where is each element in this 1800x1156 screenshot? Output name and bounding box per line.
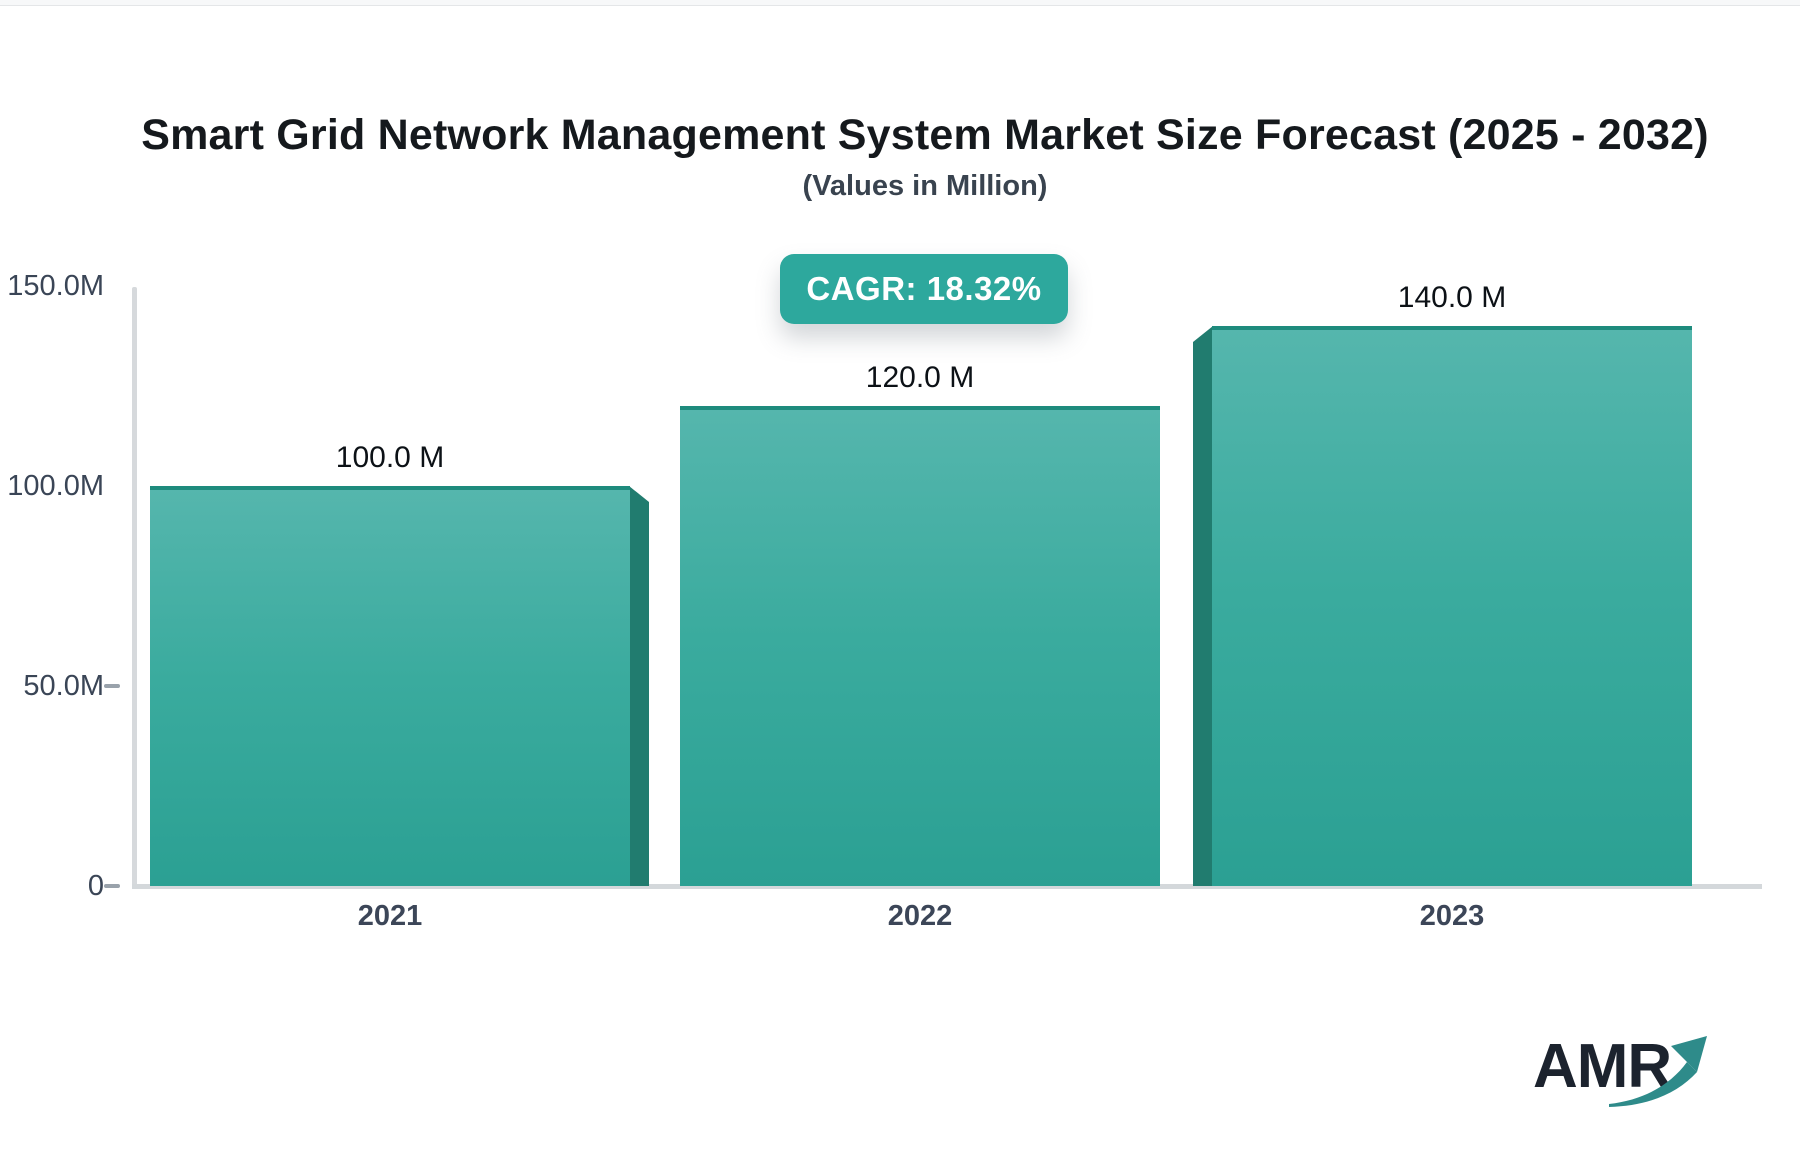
bar-2023[interactable] — [1212, 326, 1692, 886]
bar-value-label-2022: 120.0 M — [865, 361, 975, 394]
cagr-badge: CAGR: 18.32% — [780, 254, 1068, 324]
bar-3d-edge-2021 — [629, 486, 649, 886]
y-axis-line — [132, 287, 137, 889]
bar-2022[interactable] — [680, 406, 1160, 886]
x-tick-label-2022: 2022 — [887, 900, 953, 932]
y-tick-label: 100.0M — [7, 470, 104, 502]
bar-value-label-2023: 140.0 M — [1397, 281, 1507, 314]
amr-logo-arrow-head — [1671, 1036, 1707, 1072]
y-tick-mark — [104, 684, 120, 688]
y-tick-label: 50.0M — [23, 670, 104, 702]
top-border-strip — [0, 0, 1800, 6]
chart-subtitle: (Values in Million) — [802, 170, 1048, 202]
y-tick-label: 0 — [87, 870, 104, 902]
x-axis-line — [132, 884, 1762, 889]
amr-logo: AMR — [1533, 1032, 1707, 1107]
bar-value-label-2021: 100.0 M — [335, 441, 445, 474]
cagr-badge-label: CAGR: 18.32% — [806, 270, 1042, 307]
amr-logo-arrow-swoosh — [1609, 1062, 1697, 1107]
y-tick-label: 150.0M — [7, 270, 104, 302]
bar-3d-edge-2023 — [1193, 326, 1213, 886]
x-tick-label-2023: 2023 — [1419, 900, 1485, 932]
chart-title: Smart Grid Network Management System Mar… — [141, 111, 1709, 159]
y-tick-mark — [104, 884, 120, 888]
amr-logo-text: AMR — [1533, 1032, 1671, 1101]
x-tick-label-2021: 2021 — [357, 900, 423, 932]
bar-2021[interactable] — [150, 486, 630, 886]
